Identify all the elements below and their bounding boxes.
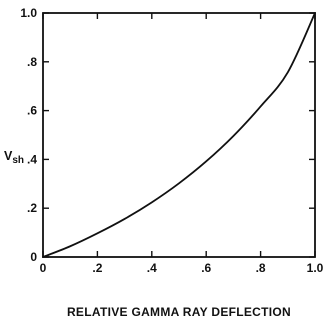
y-tick-label: .6 [27,104,37,118]
x-tick-label: .8 [256,261,266,275]
tick-labels-layer: 0 .2 .4 .6 .8 1.0 0 .2 .4 .6 .8 1.0 [20,6,323,275]
x-tick-label: .2 [92,261,102,275]
y-axis-label-main: V [4,149,13,163]
x-tick-label: 1.0 [307,261,324,275]
x-tick-label: 0 [40,261,47,275]
y-tick-label: .2 [27,201,37,215]
ticks-layer [42,12,316,258]
plot-frame [42,12,316,258]
x-tick-label: .4 [147,261,157,275]
x-axis-label: RELATIVE GAMMA RAY DEFLECTION [67,305,291,319]
series-line [42,12,316,258]
y-tick-label: .8 [27,55,37,69]
y-tick-label: .4 [27,152,37,166]
y-axis-label: Vsh [4,149,24,166]
y-tick-label: 0 [30,250,37,264]
y-axis-label-sub: sh [12,155,24,166]
x-tick-label: .6 [201,261,211,275]
y-tick-label: 1.0 [20,6,37,20]
